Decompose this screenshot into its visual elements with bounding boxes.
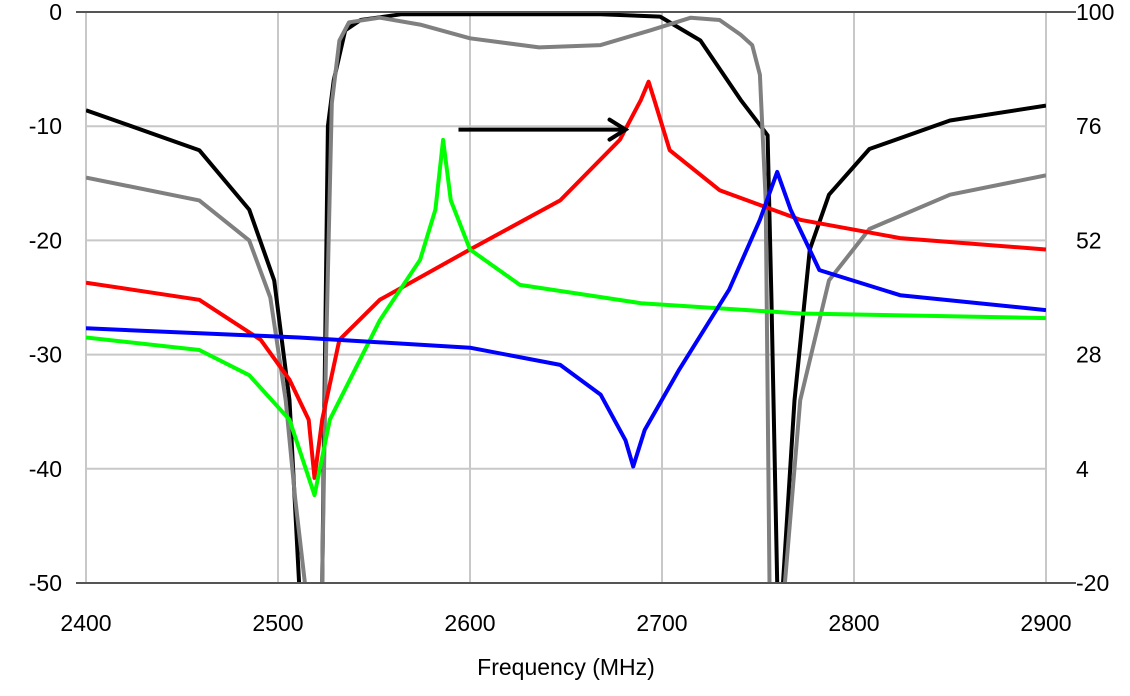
- series-line-3: [86, 137, 1046, 498]
- y2-tick-label: 52: [1076, 227, 1102, 253]
- x-tick-label: 2500: [252, 610, 303, 636]
- y2-tick-label: -20: [1076, 570, 1109, 596]
- grid: [85, 11, 1047, 584]
- plot-frame: [76, 11, 1076, 584]
- x-tick-label: 2600: [444, 610, 495, 636]
- y2-tick-label: 76: [1076, 113, 1102, 139]
- y-tick-label: -40: [29, 456, 62, 482]
- y-tick-label: -10: [29, 113, 62, 139]
- x-tick-label: 2900: [1020, 610, 1071, 636]
- series-line-4: [86, 169, 1046, 469]
- y-tick-label: -30: [29, 342, 62, 368]
- tick-labels: 2400 2500 2600 2700 2800 2900 0 -10 -20 -30 -40 -50…: [29, 0, 1115, 636]
- y2-tick-label: 100: [1076, 0, 1114, 25]
- x-tick-label: 2400: [60, 610, 111, 636]
- series-group: [86, 12, 1046, 583]
- series-line-1: [86, 15, 1046, 583]
- y2-tick-label: 4: [1076, 456, 1089, 482]
- x-axis-label: Frequency (MHz): [477, 654, 655, 680]
- y-tick-label: 0: [49, 0, 62, 25]
- x-tick-label: 2700: [636, 610, 687, 636]
- series-line-2: [86, 79, 1046, 480]
- y2-tick-label: 28: [1076, 342, 1102, 368]
- x-tick-label: 2800: [828, 610, 879, 636]
- arrow-head: [607, 117, 630, 142]
- y-tick-label: -50: [29, 570, 62, 596]
- series-line-0: [86, 12, 1046, 583]
- annotations: [458, 117, 630, 142]
- y-tick-label: -20: [29, 227, 62, 253]
